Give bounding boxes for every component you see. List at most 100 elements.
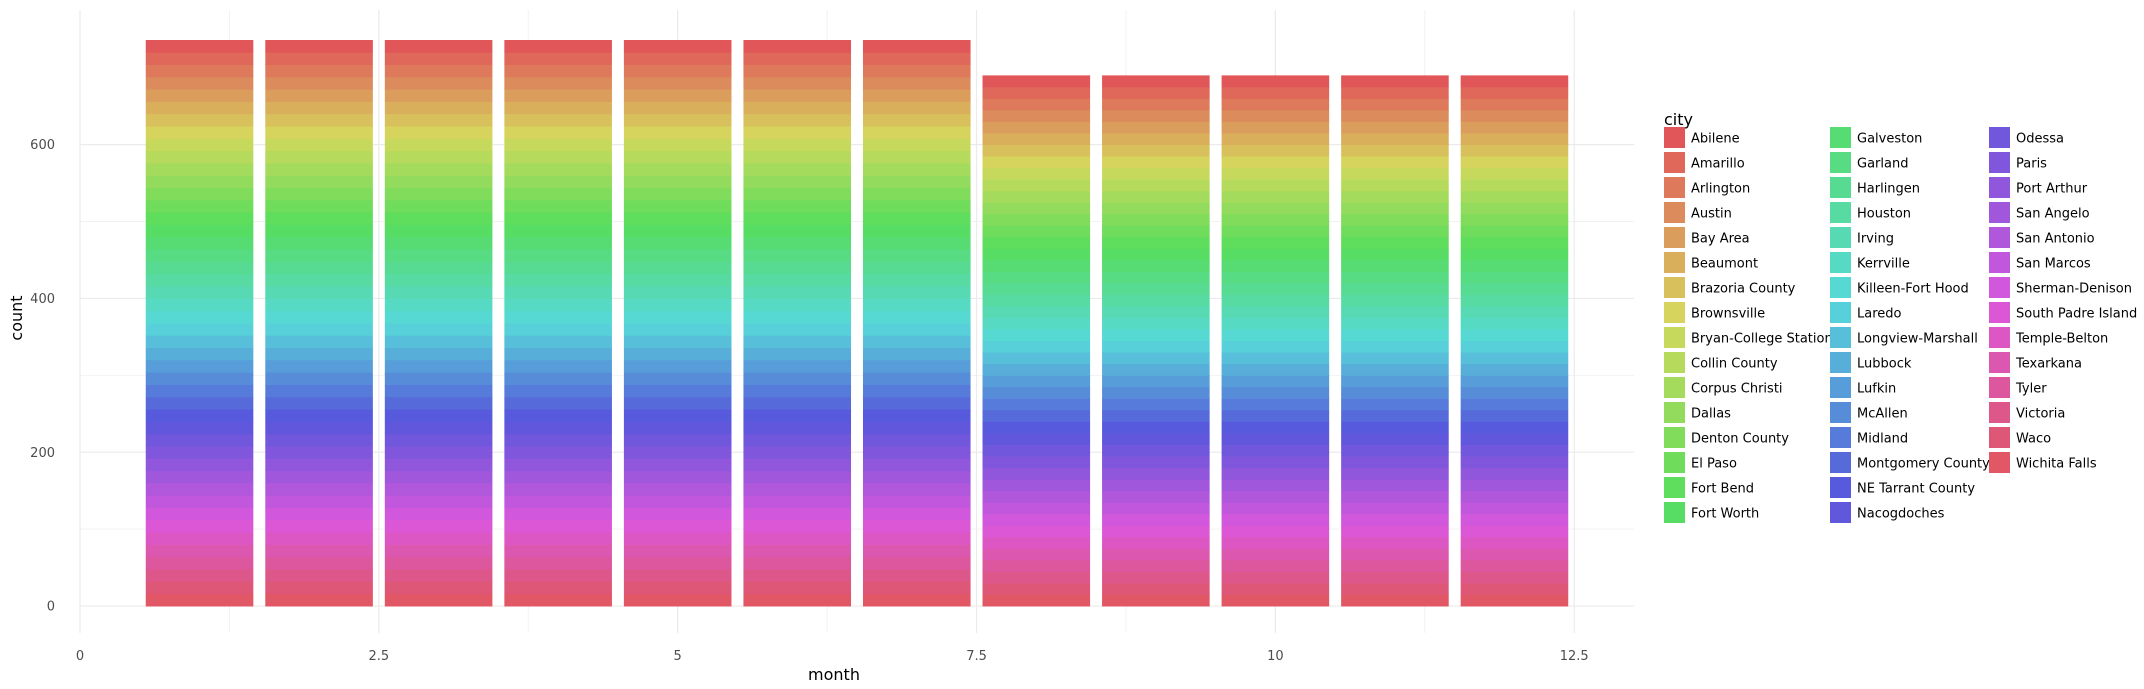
bar-segment <box>1460 409 1569 422</box>
bar-segment <box>1102 352 1210 365</box>
axes-layer: 0 2.5 5 7.5 10 12.5 0 200 400 600 <box>30 138 1589 664</box>
bar-segment <box>265 323 373 336</box>
legend-swatch <box>1989 277 2010 298</box>
bar-segment <box>145 556 254 570</box>
bar-segment <box>265 39 373 53</box>
bar-segment <box>623 64 732 78</box>
bar-segment <box>265 138 373 152</box>
bar-segment <box>743 359 852 373</box>
bar-segment <box>982 444 1091 457</box>
bar-segment <box>862 384 971 398</box>
bar-segment <box>623 421 732 435</box>
legend-swatch <box>1664 502 1685 523</box>
bar-segment <box>743 372 852 385</box>
bar-segment <box>743 495 852 509</box>
legend-label: Denton County <box>1691 432 1789 447</box>
bar-segment <box>862 286 971 299</box>
bar-segment <box>1341 236 1449 249</box>
bar-segment <box>623 581 732 595</box>
bar-segment <box>145 163 254 176</box>
bar-segment <box>982 144 1091 157</box>
bar-segment <box>384 569 493 582</box>
bar-segment <box>384 273 493 287</box>
bar-segment <box>743 187 852 201</box>
bar-segment <box>145 52 254 66</box>
bar-segment <box>743 581 852 595</box>
bar-segment <box>145 249 254 262</box>
legend-label: Beaumont <box>1691 257 1758 272</box>
legend-swatch <box>1830 352 1851 373</box>
bar-segment <box>1221 133 1330 145</box>
bar-segment <box>1460 98 1569 111</box>
bar-segment <box>1460 86 1569 99</box>
bar-segment <box>1221 594 1330 607</box>
bar-segment <box>623 138 732 152</box>
bar-segment <box>1341 179 1449 192</box>
bar-segment <box>1221 248 1330 261</box>
bar-segment <box>384 76 493 90</box>
bar-segment <box>384 544 493 558</box>
bar-segment <box>1221 75 1330 88</box>
legend-swatch <box>1830 177 1851 198</box>
bar-segment <box>862 163 971 176</box>
y-tick-label: 200 <box>30 446 55 461</box>
bar-segment <box>743 593 852 607</box>
bar-segment <box>1102 548 1210 561</box>
bar-segment <box>1102 433 1210 445</box>
bar-segment <box>743 298 852 312</box>
bar-segment <box>265 310 373 324</box>
x-tick-label: 12.5 <box>1560 649 1589 664</box>
legend-swatch <box>1830 202 1851 223</box>
bar-segment <box>1341 559 1449 572</box>
bar-segment <box>1102 121 1210 134</box>
bar-segment <box>1102 502 1210 515</box>
bar-segment <box>743 163 852 176</box>
bar-segment <box>265 458 373 472</box>
bar-segment <box>623 569 732 582</box>
bar-segment <box>1221 502 1330 515</box>
bar-segment <box>1221 433 1330 445</box>
bar-segment <box>862 483 971 496</box>
bar-segment <box>862 273 971 287</box>
bar-segment <box>145 64 254 78</box>
bar-segment <box>862 150 971 164</box>
bar-segment <box>1221 317 1330 330</box>
bar-segment <box>265 372 373 385</box>
bar-segment <box>1341 490 1449 503</box>
bar-segment <box>1221 409 1330 422</box>
bar-segment <box>1221 571 1330 584</box>
bar-segment <box>1221 213 1330 226</box>
bar-segment <box>265 483 373 496</box>
bar-segment <box>623 163 732 176</box>
legend-swatch <box>1664 152 1685 173</box>
bar-segment <box>862 310 971 324</box>
legend-label: Collin County <box>1691 357 1778 372</box>
bar-segment <box>1460 467 1569 480</box>
bar-segment <box>862 544 971 558</box>
legend-swatch <box>1664 477 1685 498</box>
bar-segment <box>743 470 852 484</box>
bar-segment <box>1341 283 1449 295</box>
bar-segment <box>1102 386 1210 399</box>
bar-segment <box>982 75 1091 88</box>
bar-segment <box>623 199 732 213</box>
bar-segment <box>265 212 373 225</box>
bar-segment <box>743 175 852 189</box>
bar-segment <box>1221 121 1330 134</box>
bar-segment <box>1102 363 1210 376</box>
legend-label: Dallas <box>1691 407 1731 422</box>
bar-segment <box>1341 306 1449 319</box>
legend-swatch <box>1830 152 1851 173</box>
bar-segment <box>743 64 852 78</box>
bar-segment <box>1221 513 1330 526</box>
legend-label: Sherman-Denison <box>2016 282 2132 297</box>
bar-segment <box>145 286 254 299</box>
bar-segment <box>1460 329 1569 342</box>
legend-label: Kerrville <box>1857 257 1910 272</box>
bar-segment <box>1221 236 1330 249</box>
bar-segment <box>265 581 373 595</box>
bar-segment <box>504 52 612 66</box>
bar-segment <box>1341 479 1449 492</box>
bar-segment <box>1460 202 1569 215</box>
bar-segment <box>504 335 612 349</box>
